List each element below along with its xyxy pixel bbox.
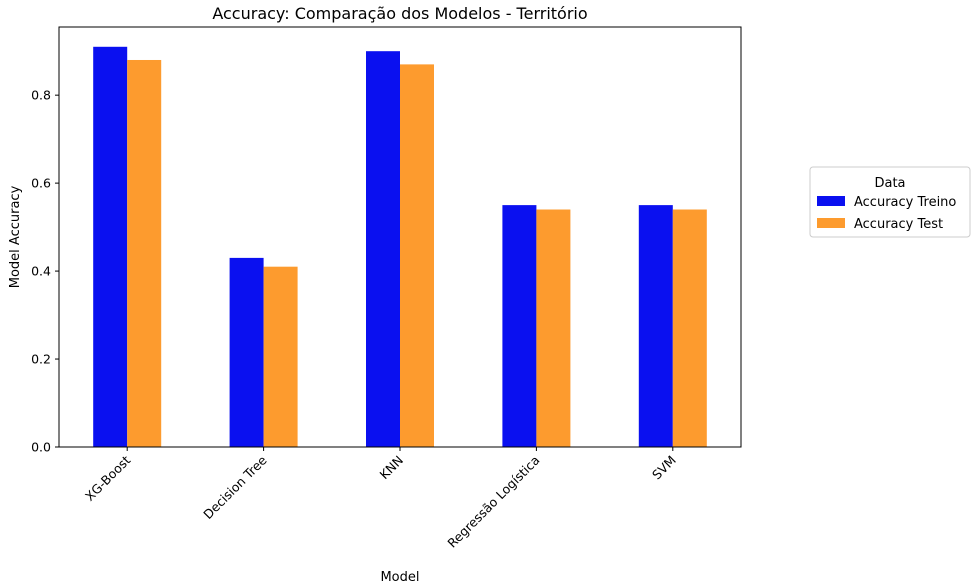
x-axis-label: Model bbox=[380, 570, 419, 585]
y-tick-label: 0.6 bbox=[31, 176, 51, 191]
x-axis-ticks: XG-Boost Decision Tree KNN Regressão Logíst… bbox=[82, 447, 679, 551]
y-tick-label: 0.4 bbox=[31, 264, 51, 279]
bar-svm-accuracy-treino bbox=[638, 205, 673, 447]
x-tick-label-svm: SVM bbox=[649, 453, 679, 483]
x-tick-label-knn: KNN bbox=[376, 453, 406, 483]
legend-title: Data bbox=[874, 176, 905, 191]
bar-xg-boost-accuracy-test bbox=[127, 59, 162, 448]
bar-knn-accuracy-treino bbox=[366, 51, 400, 448]
bar-knn-accuracy-test bbox=[400, 64, 434, 447]
legend-label-treino: Accuracy Treino bbox=[854, 195, 956, 210]
legend-label-test: Accuracy Test bbox=[854, 217, 943, 232]
legend-swatch-test bbox=[817, 218, 845, 228]
x-tick-label-regressao-logistica: Regressão Logística bbox=[444, 453, 542, 551]
y-axis-ticks: 0.0 0.2 0.4 0.6 0.8 bbox=[31, 88, 59, 455]
y-tick-label: 0.0 bbox=[31, 440, 51, 455]
plot-frame bbox=[58, 26, 742, 448]
y-tick-label: 0.8 bbox=[31, 88, 51, 103]
bar-regressao-logistica-accuracy-test bbox=[536, 209, 571, 447]
bar-decision-tree-accuracy-treino bbox=[229, 257, 264, 447]
y-tick-label: 0.2 bbox=[31, 352, 51, 367]
y-axis-label: Model Accuracy bbox=[8, 185, 23, 288]
bar-svm-accuracy-test bbox=[672, 209, 707, 447]
bar-xg-boost-accuracy-treino bbox=[93, 46, 128, 447]
legend: Data Accuracy Treino Accuracy Test bbox=[809, 166, 971, 238]
bar-regressao-logistica-accuracy-treino bbox=[502, 205, 537, 447]
chart-title: Accuracy: Comparação dos Modelos - Terri… bbox=[212, 4, 587, 23]
bars-group bbox=[93, 46, 707, 448]
legend-swatch-treino bbox=[817, 196, 845, 206]
x-tick-label-xg-boost: XG-Boost bbox=[82, 452, 133, 503]
x-tick-label-decision-tree: Decision Tree bbox=[200, 452, 270, 522]
legend-frame bbox=[809, 166, 971, 238]
bar-decision-tree-accuracy-test bbox=[263, 266, 298, 447]
